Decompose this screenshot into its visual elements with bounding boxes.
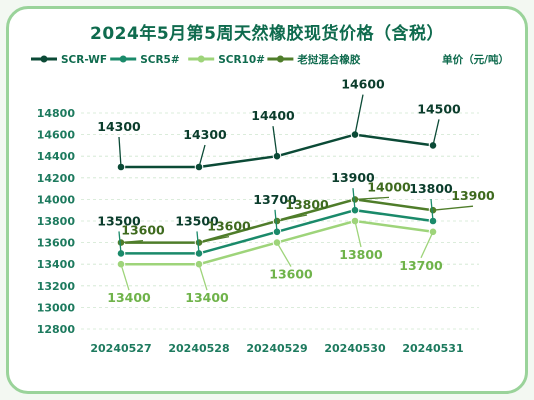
- leader-line: [276, 242, 292, 267]
- leader-line: [120, 264, 130, 291]
- data-label: 14300: [97, 119, 141, 134]
- leader-line: [120, 239, 144, 244]
- x-tick-label: 20240528: [168, 342, 229, 355]
- leader-line: [274, 209, 278, 232]
- data-label: 13500: [97, 213, 141, 228]
- y-tick-label: 14400: [37, 150, 76, 163]
- y-tick-label: 12800: [37, 323, 76, 336]
- x-tick-label: 20240530: [324, 342, 386, 355]
- leader-line: [430, 198, 434, 222]
- data-label: 13900: [331, 170, 375, 185]
- unit-label: 单价（元/吨）: [442, 53, 509, 66]
- x-tick-label: 20240531: [402, 342, 463, 355]
- data-label: 13400: [185, 290, 229, 305]
- legend-label: 老挝混合橡胶: [296, 53, 360, 66]
- data-label: 13600: [269, 267, 313, 282]
- data-label: 13900: [451, 188, 495, 203]
- data-label: 13600: [121, 223, 165, 238]
- data-label: 13600: [207, 219, 251, 234]
- data-label: 14300: [183, 127, 227, 142]
- y-tick-label: 14000: [37, 193, 76, 206]
- chart-title: 2024年5月第5周天然橡胶现货价格（含税）: [90, 24, 444, 44]
- data-label: 13800: [409, 181, 453, 196]
- leader-line: [198, 235, 230, 244]
- leader-line: [118, 136, 122, 168]
- y-tick-label: 14200: [37, 172, 76, 185]
- leader-line: [420, 231, 434, 259]
- data-label: 13800: [339, 247, 383, 262]
- data-label: 14400: [251, 108, 295, 123]
- leader-line: [198, 144, 206, 168]
- leader-line: [272, 126, 278, 157]
- legend-marker: [40, 55, 48, 63]
- data-label: 14000: [367, 179, 411, 194]
- legend-marker: [276, 55, 284, 63]
- legend-label: SCR-WF: [61, 54, 107, 66]
- leader-line: [432, 119, 440, 146]
- leader-line: [352, 188, 356, 211]
- leader-line: [276, 214, 308, 222]
- data-point: [194, 259, 204, 269]
- data-label: 13500: [175, 213, 219, 228]
- y-tick-label: 13800: [37, 215, 76, 228]
- leader-line: [118, 231, 122, 254]
- data-label: 13800: [285, 197, 329, 212]
- data-label: 13700: [399, 258, 443, 273]
- y-tick-label: 13000: [37, 301, 76, 314]
- leader-line: [354, 196, 390, 201]
- y-tick-label: 14800: [37, 107, 76, 120]
- x-tick-label: 20240529: [246, 342, 307, 355]
- y-tick-label: 13400: [37, 258, 76, 271]
- data-label: 13700: [253, 192, 297, 207]
- data-label: 14600: [341, 77, 385, 92]
- legend-label: SCR10#: [218, 54, 265, 66]
- data-label: 13400: [107, 290, 151, 305]
- leader-line: [354, 220, 362, 248]
- leader-line: [198, 264, 208, 291]
- series-line-0: [121, 133, 434, 169]
- y-tick-label: 14600: [37, 129, 76, 142]
- leader-line: [432, 205, 474, 211]
- legend-marker: [197, 55, 205, 63]
- data-label: 14500: [417, 101, 461, 116]
- leader-line: [196, 231, 200, 254]
- legend-marker: [119, 55, 127, 63]
- legend-label: SCR5#: [140, 54, 180, 66]
- x-tick-label: 20240527: [90, 342, 151, 355]
- y-tick-label: 13600: [37, 237, 76, 250]
- data-point: [116, 259, 126, 269]
- chart-card: 2024年5月第5周天然橡胶现货价格（含税） 12800 13000 13200 13…: [6, 6, 528, 394]
- y-tick-label: 13200: [37, 280, 76, 293]
- leader-line: [354, 94, 364, 135]
- line-chart: 1280013000132001340013600138001400014200…: [31, 53, 509, 355]
